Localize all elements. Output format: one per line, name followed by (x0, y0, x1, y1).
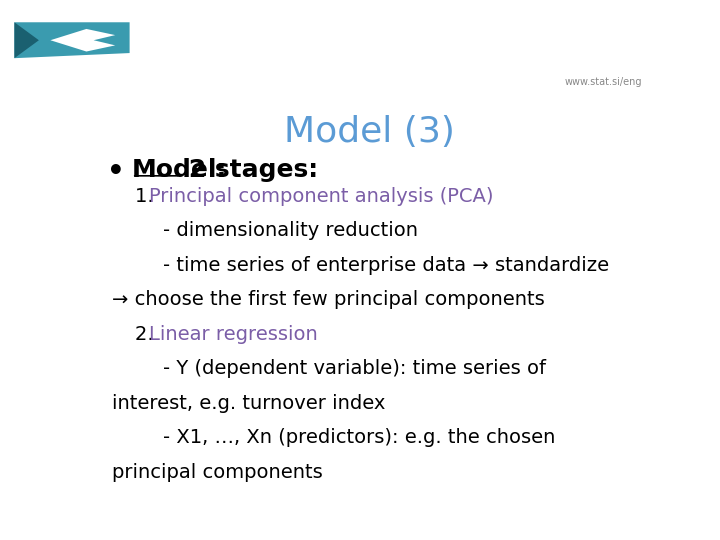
Text: Model:: Model: (132, 158, 228, 183)
Text: - dimensionality reduction: - dimensionality reduction (163, 221, 418, 240)
Polygon shape (50, 29, 115, 51)
Text: - X1, …, Xn (predictors): e.g. the chosen: - X1, …, Xn (predictors): e.g. the chose… (163, 428, 555, 447)
Text: 1.: 1. (135, 187, 160, 206)
Text: principal components: principal components (112, 463, 323, 482)
Text: •: • (107, 158, 125, 186)
Text: → choose the first few principal components: → choose the first few principal compone… (112, 290, 545, 309)
Text: Principal component analysis (PCA): Principal component analysis (PCA) (149, 187, 494, 206)
Text: - time series of enterprise data → standardize: - time series of enterprise data → stand… (163, 255, 608, 275)
Text: Linear regression: Linear regression (149, 325, 318, 343)
Text: 2.: 2. (135, 325, 160, 343)
Polygon shape (14, 22, 39, 58)
Text: - Y (dependent variable): time series of: - Y (dependent variable): time series of (163, 359, 546, 378)
Text: 2 stages:: 2 stages: (181, 158, 318, 183)
Text: interest, e.g. turnover index: interest, e.g. turnover index (112, 394, 386, 413)
Text: Model (3): Model (3) (284, 114, 454, 148)
Polygon shape (14, 22, 130, 58)
Text: www.stat.si/eng: www.stat.si/eng (565, 77, 642, 87)
